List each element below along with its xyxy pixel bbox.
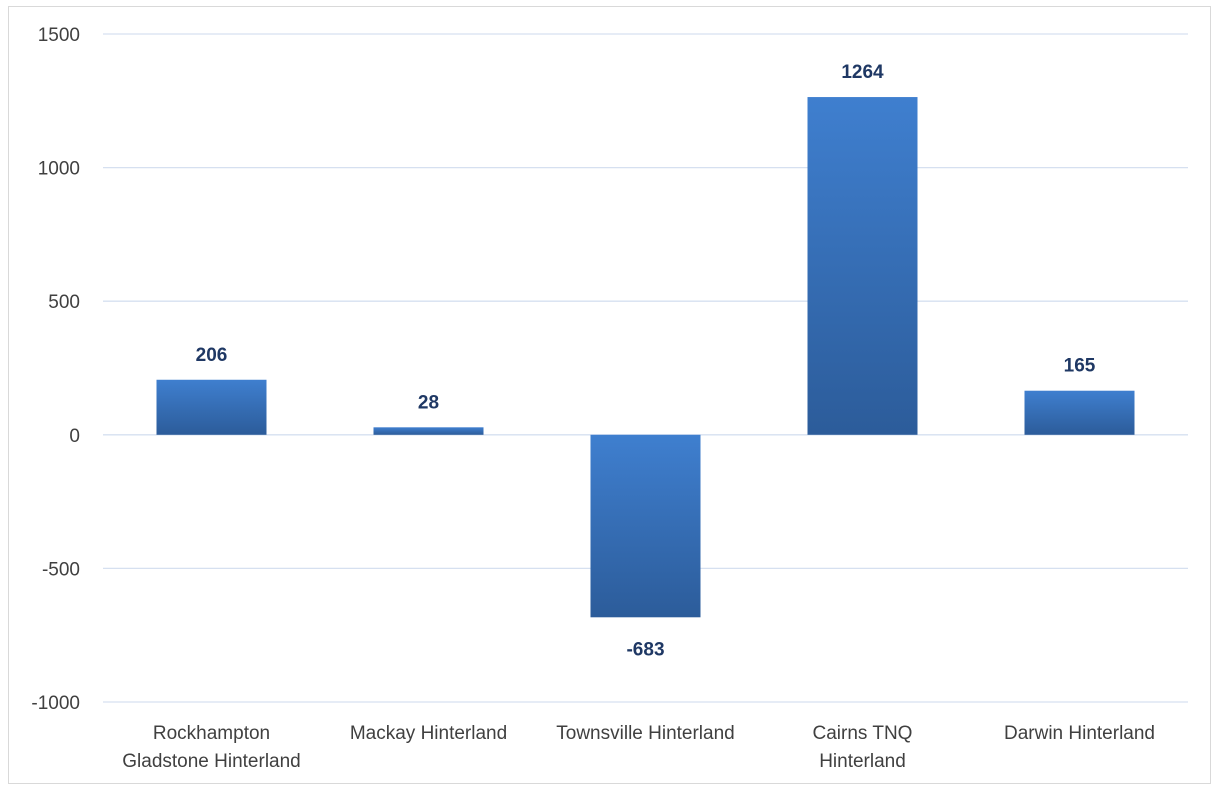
x-tick-label: Rockhampton bbox=[153, 723, 270, 744]
bar bbox=[590, 434, 701, 618]
y-tick-label: 0 bbox=[69, 426, 80, 447]
y-tick-label: 500 bbox=[48, 292, 80, 313]
y-tick-label: 1500 bbox=[38, 25, 80, 46]
data-labels: 206 28 -683 1264 165 bbox=[196, 62, 1096, 660]
bars bbox=[156, 97, 1135, 618]
x-tick-label: Townsville Hinterland bbox=[556, 723, 734, 744]
data-label: 28 bbox=[418, 392, 439, 413]
data-label: 165 bbox=[1064, 356, 1096, 377]
x-tick-label: Darwin Hinterland bbox=[1004, 723, 1155, 744]
data-label: 206 bbox=[196, 345, 228, 366]
x-tick-label: Mackay Hinterland bbox=[350, 723, 507, 744]
x-tick-label: Gladstone Hinterland bbox=[122, 751, 301, 772]
bar bbox=[807, 97, 918, 435]
y-tick-label: 1000 bbox=[38, 159, 80, 180]
bar bbox=[1024, 390, 1135, 435]
y-tick-label: -500 bbox=[42, 559, 80, 580]
y-tick-label: -1000 bbox=[31, 693, 80, 714]
x-tick-label: Hinterland bbox=[819, 751, 906, 772]
bar bbox=[156, 379, 267, 435]
data-label: -683 bbox=[626, 639, 664, 660]
x-tick-label: Cairns TNQ bbox=[813, 723, 913, 744]
data-label: 1264 bbox=[841, 62, 884, 83]
y-axis: 1500 1000 500 0 -500 -1000 bbox=[31, 25, 80, 714]
bar bbox=[373, 427, 484, 435]
x-axis: Rockhampton Gladstone Hinterland Mackay Hi… bbox=[122, 723, 1155, 772]
